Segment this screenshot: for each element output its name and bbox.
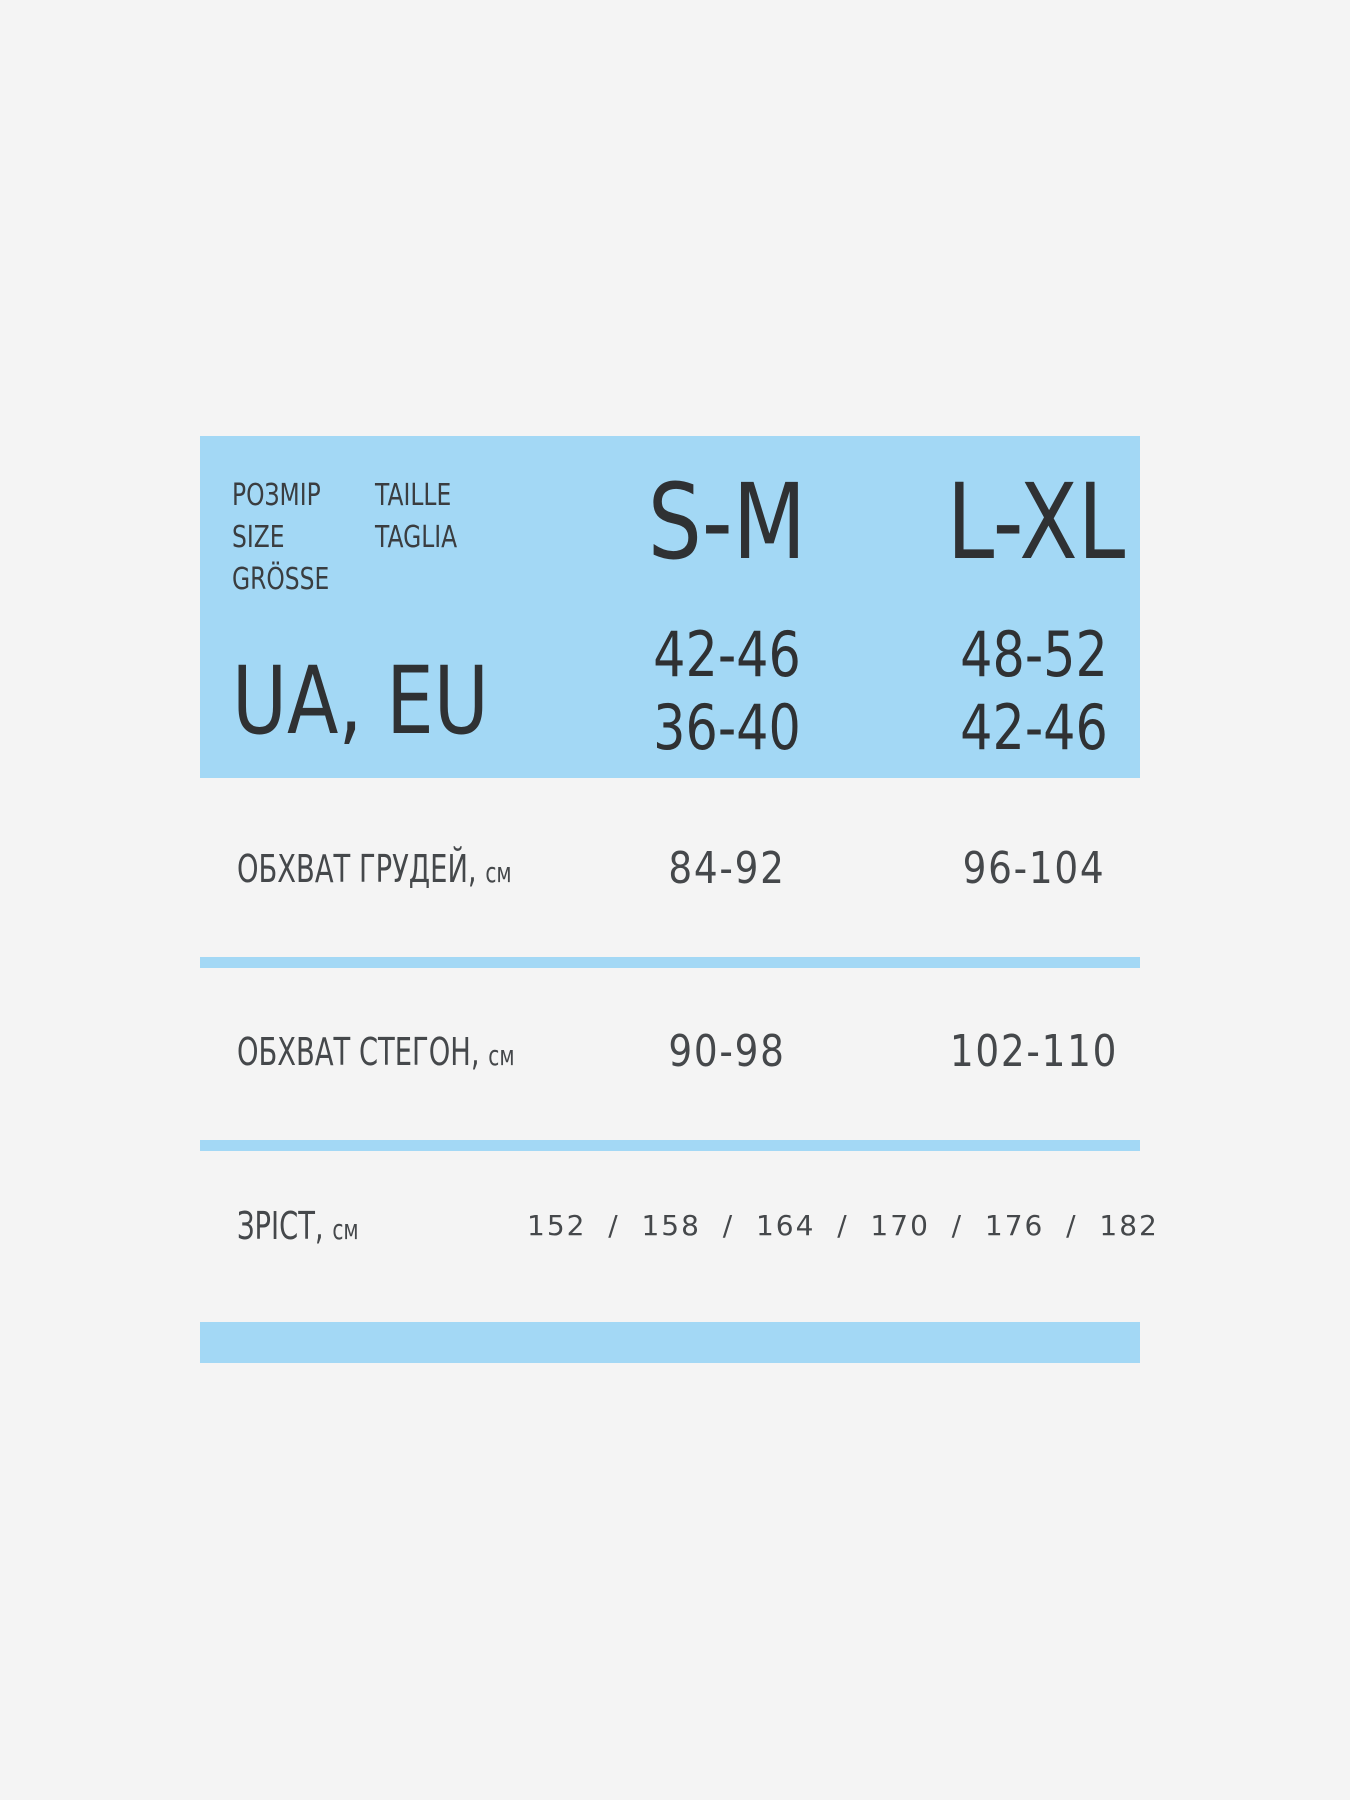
bottom-bar — [200, 1322, 1140, 1363]
region-label: UA, EU — [232, 647, 489, 756]
size-label-fr: TAILLE — [375, 478, 452, 513]
divider-1 — [200, 957, 1140, 968]
chest-label-text: ОБХВАТ ГРУДЕЙ, — [237, 847, 477, 891]
l-xl-ua-size: 48-52 — [960, 618, 1108, 691]
hip-unit: см — [488, 1039, 515, 1072]
l-xl-eu-size: 42-46 — [960, 691, 1108, 764]
divider-2 — [200, 1140, 1140, 1151]
height-label: ЗРІСТ, см — [237, 1207, 359, 1245]
chest-label: ОБХВАТ ГРУДЕЙ, см — [237, 850, 512, 888]
size-label-de: GRÖSSE — [232, 562, 330, 597]
height-label-text: ЗРІСТ, — [237, 1204, 324, 1248]
hip-label-text: ОБХВАТ СТЕГОН, — [237, 1030, 480, 1074]
chest-l-xl: 96-104 — [962, 843, 1106, 894]
chest-unit: см — [485, 856, 512, 889]
chest-s-m: 84-92 — [668, 843, 786, 894]
s-m-eu-size: 36-40 — [653, 691, 801, 764]
height-values: 152 / 158 / 164 / 170 / 176 / 182 — [527, 1209, 1159, 1242]
size-label-en: SIZE — [232, 520, 285, 555]
size-s-m: S-M — [647, 461, 807, 583]
size-label-ua: РОЗМІР — [232, 478, 321, 513]
hip-s-m: 90-98 — [668, 1026, 786, 1077]
height-unit: см — [332, 1213, 359, 1246]
hip-label: ОБХВАТ СТЕГОН, см — [237, 1033, 515, 1071]
size-header-box — [200, 436, 1140, 778]
s-m-ua-size: 42-46 — [653, 618, 801, 691]
size-label-it: TAGLIA — [375, 520, 458, 555]
hip-l-xl: 102-110 — [949, 1026, 1119, 1077]
size-l-xl: L-XL — [946, 461, 1126, 583]
